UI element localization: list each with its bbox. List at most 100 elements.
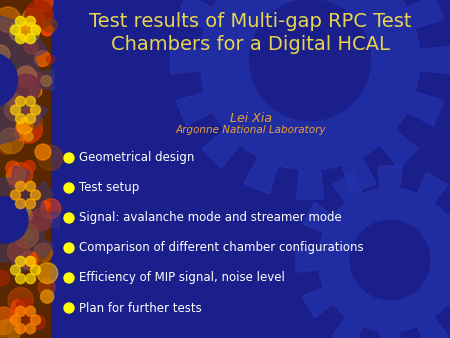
Text: Efficiency of MIP signal, noise level: Efficiency of MIP signal, noise level (79, 271, 285, 285)
Circle shape (26, 274, 36, 284)
Circle shape (31, 190, 40, 200)
Circle shape (17, 118, 33, 134)
Text: Signal: avalanche mode and streamer mode: Signal: avalanche mode and streamer mode (79, 212, 342, 224)
Circle shape (10, 105, 21, 115)
Circle shape (19, 23, 39, 43)
Circle shape (10, 265, 21, 275)
Circle shape (10, 315, 21, 325)
Circle shape (35, 51, 50, 67)
Circle shape (31, 315, 40, 325)
Circle shape (0, 197, 28, 243)
Circle shape (6, 166, 25, 185)
Circle shape (37, 145, 63, 170)
Circle shape (31, 25, 40, 35)
Circle shape (22, 8, 45, 30)
Circle shape (41, 75, 52, 87)
Circle shape (0, 7, 21, 32)
Circle shape (15, 34, 26, 44)
Circle shape (0, 319, 20, 338)
Circle shape (38, 279, 55, 296)
Text: Geometrical design: Geometrical design (79, 151, 194, 165)
Circle shape (25, 107, 40, 122)
Circle shape (15, 306, 26, 316)
Circle shape (64, 183, 74, 193)
Text: Plan for further tests: Plan for further tests (79, 301, 202, 314)
Circle shape (40, 290, 54, 303)
Circle shape (26, 324, 36, 334)
Circle shape (8, 202, 18, 212)
Circle shape (32, 256, 42, 265)
Text: Test setup: Test setup (79, 182, 139, 194)
Circle shape (31, 105, 40, 115)
Circle shape (24, 40, 38, 54)
Circle shape (8, 240, 30, 263)
Circle shape (14, 223, 39, 248)
Circle shape (64, 273, 74, 283)
Polygon shape (171, 0, 450, 199)
Circle shape (8, 288, 33, 313)
Circle shape (30, 209, 52, 231)
Circle shape (15, 256, 26, 266)
Circle shape (1, 216, 24, 239)
Circle shape (20, 252, 37, 269)
Circle shape (26, 114, 36, 124)
Circle shape (26, 199, 36, 209)
Circle shape (26, 256, 36, 266)
Circle shape (351, 220, 430, 299)
Circle shape (34, 243, 53, 262)
Circle shape (0, 270, 9, 286)
Circle shape (0, 45, 10, 64)
Circle shape (43, 18, 57, 32)
Bar (0, 0, 51, 338)
Text: Argonne National Laboratory: Argonne National Laboratory (175, 125, 326, 135)
Circle shape (249, 0, 370, 121)
Circle shape (40, 199, 61, 219)
Polygon shape (0, 166, 59, 274)
Circle shape (8, 163, 33, 187)
Circle shape (23, 161, 36, 172)
Circle shape (0, 52, 18, 107)
Circle shape (5, 322, 22, 338)
Circle shape (26, 34, 36, 44)
Text: Comparison of different chamber configurations: Comparison of different chamber configur… (79, 241, 364, 255)
Circle shape (46, 55, 55, 64)
Circle shape (0, 307, 17, 334)
Circle shape (10, 190, 21, 200)
Circle shape (15, 199, 26, 209)
Circle shape (9, 178, 20, 189)
Circle shape (16, 66, 36, 87)
Text: Lei Xia: Lei Xia (230, 112, 271, 125)
Text: Test results of Multi-gap RPC Test
Chambers for a Digital HCAL: Test results of Multi-gap RPC Test Chamb… (89, 12, 412, 54)
Circle shape (6, 161, 20, 175)
Circle shape (6, 93, 20, 107)
Circle shape (11, 300, 25, 313)
Circle shape (15, 324, 26, 334)
Circle shape (64, 303, 74, 313)
Circle shape (9, 22, 29, 42)
Circle shape (24, 132, 33, 141)
Circle shape (29, 115, 43, 128)
Polygon shape (296, 166, 450, 338)
Circle shape (26, 306, 36, 316)
Circle shape (35, 144, 51, 160)
Circle shape (41, 24, 53, 36)
Circle shape (23, 230, 34, 240)
Circle shape (15, 182, 26, 191)
Circle shape (35, 0, 53, 11)
Circle shape (26, 182, 36, 191)
Polygon shape (0, 16, 54, 144)
Circle shape (15, 126, 28, 140)
Circle shape (17, 298, 33, 315)
Circle shape (64, 213, 74, 223)
Circle shape (10, 25, 21, 35)
Circle shape (0, 143, 12, 154)
Circle shape (42, 201, 50, 209)
Circle shape (26, 16, 36, 26)
Circle shape (29, 84, 42, 97)
Circle shape (31, 265, 40, 275)
Circle shape (13, 74, 40, 102)
Circle shape (64, 153, 74, 163)
Circle shape (25, 1, 53, 29)
Circle shape (15, 274, 26, 284)
Circle shape (15, 114, 26, 124)
